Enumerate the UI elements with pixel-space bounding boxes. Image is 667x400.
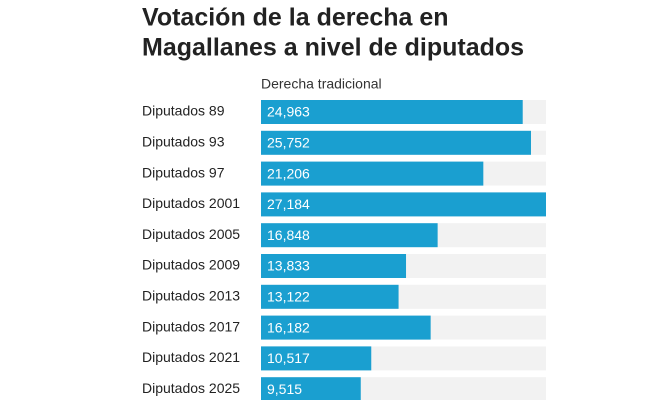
bar xyxy=(261,315,431,340)
y-tick-label: Diputados 2009 xyxy=(142,257,240,273)
y-tick-label: Diputados 89 xyxy=(142,103,225,119)
y-tick-label: Diputados 2001 xyxy=(142,195,240,211)
bar xyxy=(261,161,484,186)
value-label: 13,122 xyxy=(267,289,310,305)
y-tick-label: Diputados 2017 xyxy=(142,318,240,334)
value-label: 16,848 xyxy=(267,227,310,243)
chart-title: Votación de la derecha en xyxy=(142,4,449,32)
value-label: 21,206 xyxy=(267,165,310,181)
value-label: 27,184 xyxy=(267,196,310,212)
value-label: 25,752 xyxy=(267,135,310,151)
value-label: 13,833 xyxy=(267,258,310,274)
bar xyxy=(261,346,372,371)
bar xyxy=(261,254,407,278)
chart-title: Magallanes a nivel de diputados xyxy=(142,34,524,62)
bar xyxy=(261,192,546,217)
bar xyxy=(261,100,523,124)
bar xyxy=(261,223,438,248)
value-label: 24,963 xyxy=(267,104,310,120)
bar xyxy=(261,284,399,309)
y-tick-label: Diputados 97 xyxy=(142,164,225,180)
y-tick-label: Diputados 2021 xyxy=(142,349,240,365)
y-tick-label: Diputados 93 xyxy=(142,134,225,150)
bar xyxy=(261,130,531,155)
value-label: 16,182 xyxy=(267,319,310,335)
y-tick-label: Diputados 2005 xyxy=(142,226,240,242)
bar xyxy=(261,377,361,400)
value-label: 9,515 xyxy=(267,381,302,397)
series-header: Derecha tradicional xyxy=(261,76,382,92)
y-tick-label: Diputados 2013 xyxy=(142,288,240,304)
value-label: 10,517 xyxy=(267,350,310,366)
y-tick-label: Diputados 2025 xyxy=(142,380,240,396)
